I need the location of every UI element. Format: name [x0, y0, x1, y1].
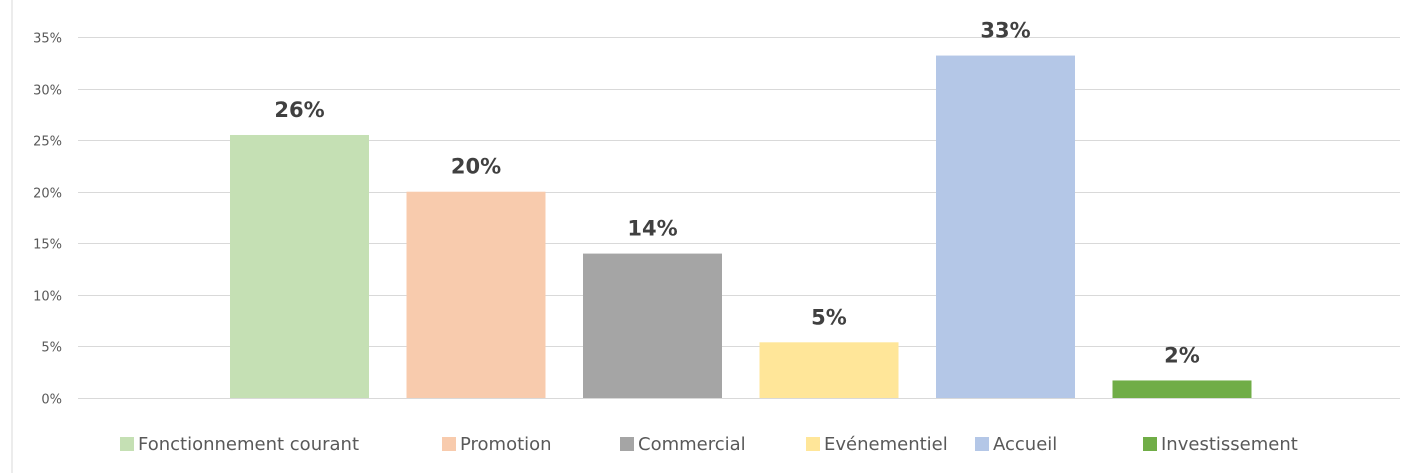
y-tick-label: 0%: [41, 393, 62, 408]
legend-label: Investissement: [1161, 434, 1298, 455]
legend-label: Commercial: [638, 434, 746, 455]
legend-swatch: [442, 437, 456, 451]
data-label: 2%: [1164, 343, 1200, 367]
legend-item: Commercial: [620, 434, 746, 455]
legend-swatch: [806, 437, 820, 451]
legend-item: Investissement: [1143, 434, 1298, 455]
legend-swatch: [975, 437, 989, 451]
legend-item: Promotion: [442, 434, 552, 455]
bar-promotion: [407, 192, 546, 398]
y-axis-tick-labels: 0% 5% 10% 15% 20% 25% 30% 35%: [33, 32, 62, 408]
data-label: 33%: [980, 19, 1030, 43]
bar-investissement: [1113, 380, 1252, 398]
bar-commercial: [583, 254, 722, 398]
legend-item: Accueil: [975, 434, 1057, 455]
legend-item: Evénementiel: [806, 434, 948, 455]
y-tick-label: 20%: [33, 187, 62, 202]
data-label: 14%: [627, 217, 677, 241]
y-tick-label: 15%: [33, 238, 62, 253]
legend-label: Fonctionnement courant: [138, 434, 359, 455]
legend-swatch: [120, 437, 134, 451]
legend-label: Accueil: [993, 434, 1057, 455]
legend-label: Evénementiel: [824, 434, 948, 455]
y-tick-label: 10%: [33, 290, 62, 305]
y-tick-label: 5%: [41, 341, 62, 356]
bar-ev-nementiel: [760, 342, 899, 398]
legend-item: Fonctionnement courant: [120, 434, 359, 455]
legend: Fonctionnement courant Promotion Commercia…: [120, 434, 1298, 455]
y-tick-label: 25%: [33, 135, 62, 150]
data-label: 26%: [274, 98, 324, 122]
legend-label: Promotion: [460, 434, 552, 455]
data-label: 20%: [451, 155, 501, 179]
legend-swatch: [1143, 437, 1157, 451]
bar-fonctionnement-courant: [230, 135, 369, 398]
data-label: 5%: [811, 305, 847, 329]
legend-swatch: [620, 437, 634, 451]
y-tick-label: 30%: [33, 84, 62, 99]
y-tick-label: 35%: [33, 32, 62, 47]
bar-accueil: [936, 56, 1075, 398]
